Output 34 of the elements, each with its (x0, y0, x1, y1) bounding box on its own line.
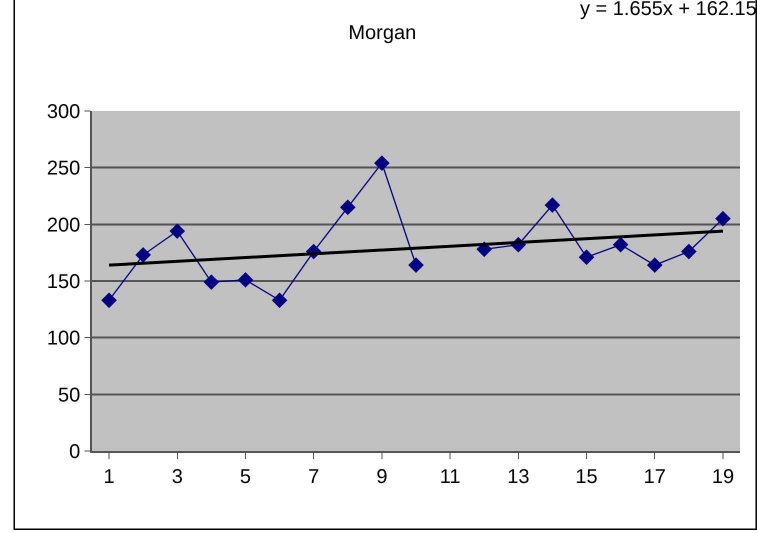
point (578, 249, 594, 265)
y-tick-label: 150 (46, 271, 80, 293)
x-tick-label: 17 (644, 466, 666, 488)
x-tick-label: 3 (172, 466, 183, 488)
point (681, 244, 697, 260)
y-tick-label: 50 (58, 384, 80, 406)
point (646, 257, 663, 273)
point (135, 247, 151, 263)
point (374, 155, 390, 171)
point (544, 197, 560, 213)
point (612, 236, 628, 253)
x-tick-label: 5 (240, 466, 252, 488)
point (408, 257, 424, 273)
point (204, 274, 220, 290)
x-tick-label: 7 (308, 466, 320, 488)
chart-title: Morgan (348, 22, 416, 44)
point (272, 292, 288, 308)
y-tick-label: 250 (46, 158, 80, 180)
x-tick-label: 15 (575, 466, 598, 488)
point (101, 292, 117, 308)
point (169, 223, 186, 239)
y-tick-label: 0 (69, 441, 80, 463)
x-tick-label: 19 (712, 466, 734, 488)
y-tick-label: 200 (46, 214, 80, 236)
point (238, 272, 254, 288)
x-tick-label: 11 (440, 466, 460, 488)
y-tick-label: 300 (46, 101, 80, 123)
x-tick-label: 1 (103, 466, 115, 488)
point (340, 200, 356, 216)
point (715, 210, 731, 226)
y-tick-label: 100 (46, 328, 80, 350)
text: y = 1.655x + 162.15 (580, 0, 757, 20)
x-tick-label: 9 (376, 466, 388, 488)
x-tick-label: 13 (507, 466, 530, 488)
